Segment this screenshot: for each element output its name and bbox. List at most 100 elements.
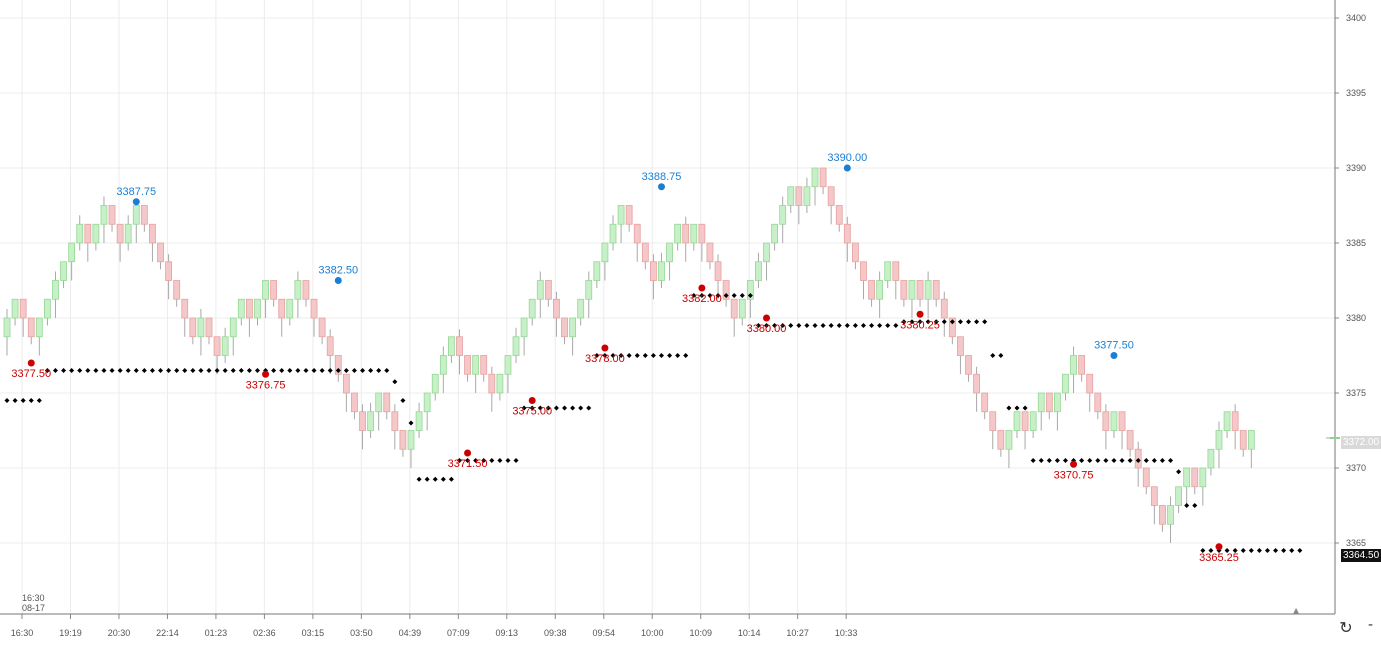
stop-marker xyxy=(368,368,374,373)
candle-body xyxy=(625,205,633,225)
stop-marker xyxy=(772,323,778,328)
menu-button[interactable]: - xyxy=(1368,617,1374,633)
candle-body xyxy=(722,280,730,300)
candle-body xyxy=(294,280,302,300)
stop-marker xyxy=(1264,548,1270,553)
stop-marker xyxy=(109,368,115,373)
swing-high-label: 3390.00 xyxy=(827,152,867,164)
stop-marker xyxy=(1297,548,1303,553)
candle-body xyxy=(698,223,706,244)
stop-marker xyxy=(1111,458,1117,463)
candle-body xyxy=(577,298,585,319)
stop-marker xyxy=(351,368,357,373)
candle-body xyxy=(609,223,617,244)
y-tick-label: 3400 xyxy=(1346,13,1366,23)
candle-body xyxy=(900,280,908,300)
stop-marker xyxy=(448,476,454,482)
candle-body xyxy=(763,242,770,263)
swing-high-dot xyxy=(334,277,342,284)
stop-marker xyxy=(521,405,527,411)
stop-marker xyxy=(1022,405,1028,411)
candle-body xyxy=(76,223,84,244)
stop-marker xyxy=(222,368,228,373)
candle-body xyxy=(334,355,342,375)
candle-body xyxy=(351,392,358,413)
swing-high-label: 3377.50 xyxy=(1094,340,1134,352)
stop-marker xyxy=(1281,548,1287,553)
candle-body xyxy=(149,223,156,244)
candle-body xyxy=(989,411,997,431)
x-tick-label: 22:14 xyxy=(156,628,179,638)
candle-body xyxy=(415,411,423,431)
candle-body xyxy=(221,336,229,356)
stop-marker xyxy=(174,368,180,373)
x-tick-label: 16:30 xyxy=(11,628,34,638)
stop-marker xyxy=(1256,548,1262,553)
stop-marker xyxy=(279,368,285,373)
candle-body xyxy=(1013,411,1021,431)
candle-body xyxy=(957,336,964,356)
stop-marker xyxy=(343,368,349,373)
stop-marker xyxy=(1143,458,1149,463)
stop-marker xyxy=(400,398,406,403)
x-tick-label: 02:36 xyxy=(253,628,276,638)
candle-body xyxy=(391,411,399,431)
stop-marker xyxy=(287,368,293,373)
stop-marker xyxy=(675,353,681,358)
stop-marker xyxy=(1289,548,1295,553)
stop-marker xyxy=(214,368,220,373)
candle-body xyxy=(617,205,625,225)
axis-scroll-up-icon[interactable]: ▲ xyxy=(1293,606,1300,615)
stop-marker xyxy=(731,293,737,298)
stop-marker xyxy=(1192,503,1198,508)
candle-body xyxy=(1037,392,1045,413)
candle-body xyxy=(1247,430,1255,450)
y-tick-label: 3380 xyxy=(1346,313,1366,323)
stop-marker xyxy=(513,458,519,463)
candle-body xyxy=(1094,392,1102,413)
candle-body xyxy=(35,317,43,338)
candle-body xyxy=(561,317,568,338)
stop-marker xyxy=(295,368,301,373)
swing-low-dot xyxy=(763,314,771,322)
stop-marker xyxy=(885,323,891,328)
candle-body xyxy=(601,242,609,263)
candle-body xyxy=(1086,373,1094,394)
stop-marker xyxy=(497,458,503,463)
reset-zoom-icon[interactable]: ↻ xyxy=(1339,617,1353,637)
stop-marker xyxy=(925,319,931,325)
stop-marker xyxy=(392,379,398,385)
stop-marker xyxy=(303,368,309,373)
candle-body xyxy=(229,317,237,338)
swing-low-label: 3380.25 xyxy=(900,319,940,331)
candle-body xyxy=(1231,411,1239,431)
stop-marker xyxy=(465,458,471,463)
stop-marker xyxy=(1087,458,1093,463)
candle-body xyxy=(318,317,326,338)
stop-marker xyxy=(166,368,172,373)
candle-body xyxy=(666,242,673,263)
stop-marker xyxy=(36,398,42,403)
candle-body xyxy=(860,261,867,281)
stop-marker xyxy=(206,368,212,373)
last-price-tag: 3372.00 xyxy=(1341,436,1381,449)
stop-marker xyxy=(1248,548,1254,553)
swing-low-dot xyxy=(601,344,609,352)
stop-marker xyxy=(52,368,58,373)
y-tick-label: 3365 xyxy=(1346,538,1366,548)
stop-marker xyxy=(473,458,479,463)
stop-marker xyxy=(537,405,543,411)
candle-body xyxy=(787,186,795,206)
candle-body xyxy=(1239,430,1247,450)
stop-marker xyxy=(1135,458,1141,463)
candle-body xyxy=(730,298,738,319)
candle-body xyxy=(262,280,269,300)
y-tick-label: 3395 xyxy=(1346,88,1366,98)
candle-body xyxy=(553,298,560,319)
candle-body xyxy=(1215,430,1223,450)
candle-body xyxy=(1199,467,1207,488)
stop-marker xyxy=(360,368,366,373)
candle-body xyxy=(480,355,488,375)
